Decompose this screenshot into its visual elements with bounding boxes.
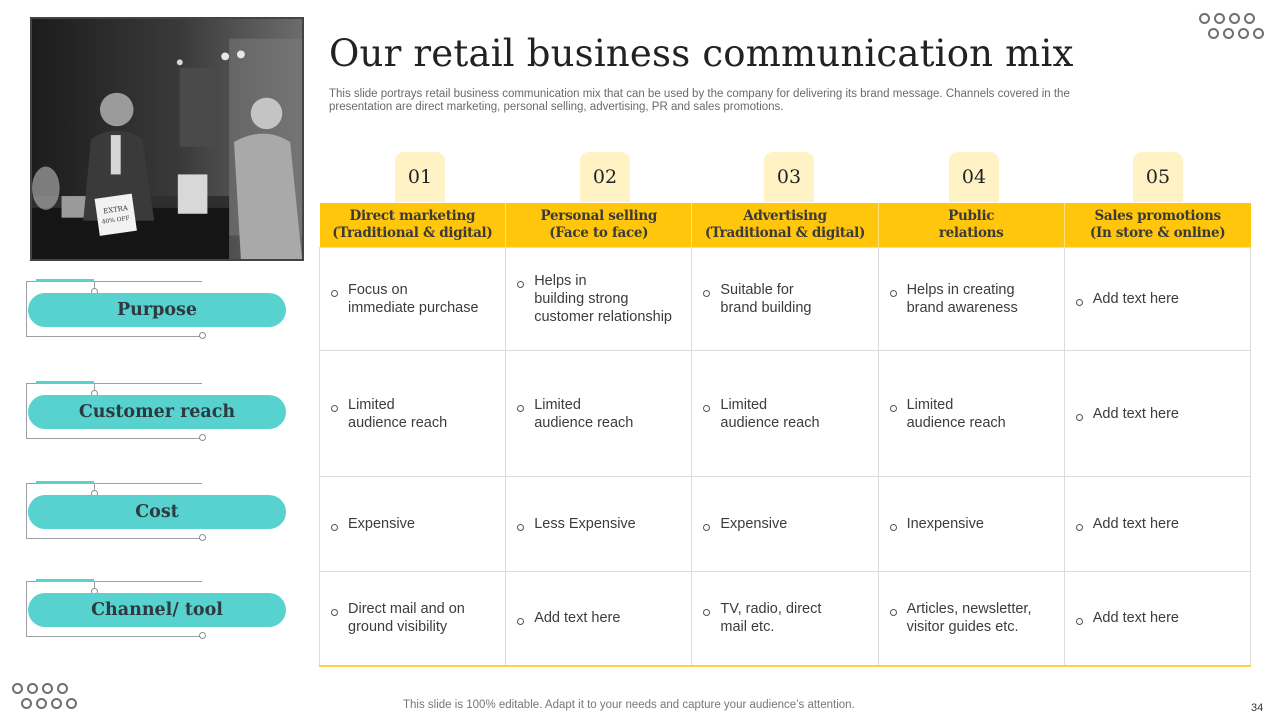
footer-text: This slide is 100% editable. Adapt it to… bbox=[403, 699, 855, 711]
table-row: Focus on immediate purchase Helps in build… bbox=[318, 247, 1252, 351]
bullet-icon bbox=[703, 404, 711, 412]
row-label-pill: Customer reach bbox=[28, 395, 286, 429]
bullet-icon bbox=[517, 404, 525, 412]
bullet-icon bbox=[1075, 413, 1083, 421]
row-label-purpose: Purpose bbox=[26, 279, 288, 339]
column-number-badge: 02 bbox=[580, 152, 630, 202]
table-cell: Add text here bbox=[1063, 476, 1252, 572]
column-number-badge: 03 bbox=[764, 152, 814, 202]
decorative-dots-bottom-left bbox=[12, 683, 77, 709]
row-label-customer-reach: Customer reach bbox=[26, 381, 288, 441]
bullet-icon bbox=[703, 290, 711, 297]
column-header-advertising: Advertising (Traditional & digital) bbox=[691, 203, 879, 248]
bullet-icon bbox=[331, 290, 338, 297]
column-header-public-relations: Public relations bbox=[878, 203, 1065, 248]
bullet-icon bbox=[517, 281, 525, 288]
table-cell: Add text here bbox=[1063, 571, 1252, 667]
bullet-icon bbox=[703, 524, 711, 531]
table-cell: Articles, newsletter, visitor guides etc. bbox=[877, 571, 1065, 667]
column-number-badge: 01 bbox=[395, 152, 445, 202]
page-title: Our retail business communication mix bbox=[329, 32, 1074, 75]
table-cell: Add text here bbox=[505, 571, 693, 667]
table-cell: Helps in creating brand awareness bbox=[877, 247, 1065, 351]
decorative-dots-top-right bbox=[1199, 13, 1264, 39]
bullet-icon bbox=[1075, 618, 1083, 626]
page-subtitle: This slide portrays retail business comm… bbox=[329, 88, 1070, 113]
row-label-cost: Cost bbox=[26, 481, 288, 541]
row-label-pill: Cost bbox=[28, 495, 286, 529]
table-row: Direct mail and on ground visibility Add … bbox=[318, 571, 1252, 667]
bullet-icon bbox=[889, 404, 897, 412]
column-header-personal-selling: Personal selling (Face to face) bbox=[505, 203, 693, 248]
column-header-sales-promotions: Sales promotions (In store & online) bbox=[1064, 203, 1251, 248]
row-label-pill: Channel/ tool bbox=[28, 593, 286, 627]
bullet-icon bbox=[331, 609, 338, 617]
table-cell: Less Expensive bbox=[505, 476, 693, 572]
bullet-icon bbox=[889, 524, 897, 531]
table-header-row: Direct marketing (Traditional & digital) … bbox=[319, 203, 1251, 248]
bullet-icon bbox=[703, 609, 711, 617]
table-cell: Limited audience reach bbox=[691, 350, 879, 477]
table-cell: Expensive bbox=[318, 476, 507, 572]
bullet-icon bbox=[889, 609, 897, 617]
table-cell: Limited audience reach bbox=[505, 350, 693, 477]
bullet-icon bbox=[1075, 524, 1083, 531]
column-number-badge: 04 bbox=[949, 152, 999, 202]
table-cell: Inexpensive bbox=[877, 476, 1065, 572]
store-photo-graphic: EXTRA 40% OFF bbox=[32, 19, 302, 259]
store-photo: EXTRA 40% OFF bbox=[30, 17, 304, 261]
bullet-icon bbox=[1075, 299, 1083, 306]
table-cell: Add text here bbox=[1063, 350, 1252, 477]
table-cell: Suitable for brand building bbox=[691, 247, 879, 351]
table-cell: Add text here bbox=[1063, 247, 1252, 351]
table-row: Expensive Less Expensive Expensive Inexp… bbox=[318, 476, 1252, 572]
table-cell: Limited audience reach bbox=[877, 350, 1065, 477]
bullet-icon bbox=[517, 618, 525, 626]
table-cell: Helps in building strong customer relation… bbox=[505, 247, 693, 351]
bullet-icon bbox=[331, 404, 338, 412]
row-label-channel-tool: Channel/ tool bbox=[26, 579, 288, 639]
bullet-icon bbox=[517, 524, 525, 531]
table-cell: Focus on immediate purchase bbox=[318, 247, 507, 351]
page-number: 34 bbox=[1251, 702, 1264, 714]
table-cell: TV, radio, direct mail etc. bbox=[691, 571, 879, 667]
table-cell: Direct mail and on ground visibility bbox=[318, 571, 507, 667]
row-label-pill: Purpose bbox=[28, 293, 286, 327]
column-header-direct-marketing: Direct marketing (Traditional & digital) bbox=[319, 203, 507, 248]
bullet-icon bbox=[331, 524, 338, 531]
table-row: Limited audience reach Limited audience re… bbox=[318, 350, 1252, 477]
bullet-icon bbox=[889, 290, 897, 297]
column-number-badge: 05 bbox=[1133, 152, 1183, 202]
communication-mix-table: Direct marketing (Traditional & digital) … bbox=[318, 203, 1252, 667]
table-cell: Expensive bbox=[691, 476, 879, 572]
photo-sign-line2: 40% OFF bbox=[102, 216, 131, 226]
table-cell: Limited audience reach bbox=[318, 350, 507, 477]
photo-sign-line1: EXTRA bbox=[103, 204, 130, 215]
